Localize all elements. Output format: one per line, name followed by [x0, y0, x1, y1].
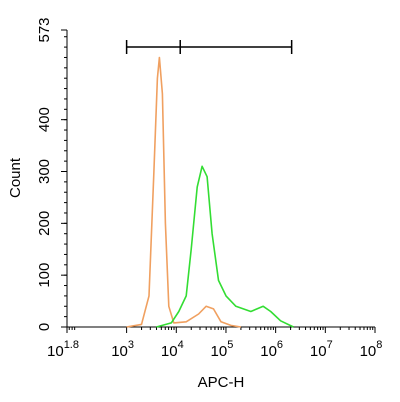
x-tick-base: 10 — [310, 343, 327, 360]
x-tick-label: 101.8 — [47, 339, 79, 360]
y-axis-label: Count — [7, 157, 24, 198]
x-tick-exp: 7 — [327, 339, 333, 351]
x-tick-label: 105 — [211, 339, 234, 360]
histogram-line — [156, 165, 294, 328]
y-tick-label: 300 — [36, 159, 53, 184]
histogram-line — [126, 56, 242, 328]
x-tick-exp: 5 — [227, 339, 233, 351]
x-tick-exp: 3 — [128, 339, 134, 351]
x-tick-exp: 1.8 — [64, 339, 79, 351]
x-tick-base: 10 — [161, 343, 178, 360]
x-tick-label: 106 — [260, 339, 283, 360]
x-tick-base: 10 — [260, 343, 277, 360]
x-tick-base: 10 — [47, 343, 64, 360]
y-tick-label: 200 — [36, 211, 53, 236]
y-tick-label: 400 — [36, 107, 53, 132]
x-tick-exp: 4 — [178, 339, 184, 351]
y-tick-label: 573 — [36, 17, 53, 42]
x-tick-exp: 8 — [376, 339, 382, 351]
x-axis-label: APC-H — [198, 374, 245, 391]
x-tick-label: 103 — [111, 339, 134, 360]
y-tick-label: 100 — [36, 263, 53, 288]
x-tick-label: 108 — [360, 339, 383, 360]
x-tick-label: 107 — [310, 339, 333, 360]
x-tick-base: 10 — [111, 343, 128, 360]
x-tick-exp: 6 — [277, 339, 283, 351]
y-tick-label: 0 — [36, 323, 53, 331]
x-tick-base: 10 — [211, 343, 228, 360]
x-tick-label: 104 — [161, 339, 184, 360]
x-tick-base: 10 — [360, 343, 377, 360]
